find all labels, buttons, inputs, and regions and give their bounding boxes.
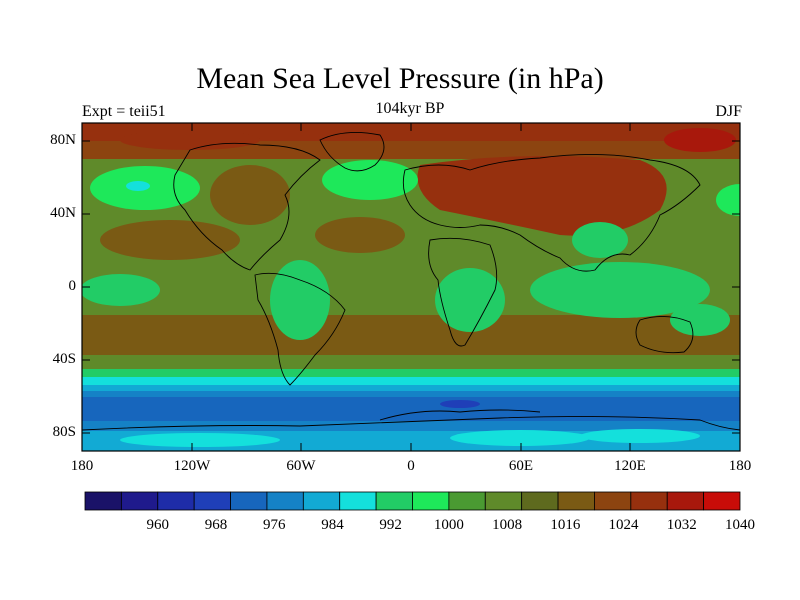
- map-title: Mean Sea Level Pressure (in hPa): [196, 62, 604, 95]
- lon-tick-label: 180: [70, 458, 94, 474]
- map-subtitle: 104kyr BP: [375, 100, 445, 117]
- colorbar-label: 1032: [666, 517, 697, 533]
- colorbar-label: 968: [204, 517, 228, 533]
- lon-tick-label: 60E: [508, 458, 534, 474]
- colorbar-label: 1000: [433, 517, 464, 533]
- lat-tick-label: 80N: [50, 132, 76, 148]
- colorbar-label: 960: [146, 517, 170, 533]
- experiment-label: Expt = teii51: [82, 103, 166, 120]
- pressure-field: [82, 123, 740, 451]
- coastlines: [82, 131, 740, 431]
- colorbar-swatch: [120, 491, 159, 511]
- colorbar-swatch: [630, 491, 668, 511]
- colorbar-swatch: [521, 491, 559, 511]
- colorbar-swatch: [703, 491, 741, 511]
- colorbar-swatch: [448, 491, 486, 511]
- colorbar-label: 984: [321, 517, 344, 533]
- colorbar-swatch: [302, 491, 341, 511]
- colorbar-swatch: [594, 491, 632, 511]
- colorbar-swatch: [484, 491, 523, 511]
- colorbar-swatch: [339, 491, 377, 511]
- colorbar-swatch: [557, 491, 595, 511]
- colorbar-label: 1024: [608, 517, 639, 533]
- colorbar-label: 992: [379, 517, 402, 533]
- lat-tick-label: 40S: [52, 351, 76, 367]
- colorbar-swatch: [266, 491, 304, 511]
- lon-tick-label: 120E: [614, 458, 646, 474]
- colorbar-swatch: [193, 491, 231, 511]
- lon-tick-label: 60W: [286, 458, 316, 474]
- colorbar: [84, 491, 741, 511]
- colorbar-label: 1008: [492, 517, 523, 533]
- colorbar-swatch: [230, 491, 268, 511]
- lat-tick-label: 40N: [50, 205, 76, 221]
- colorbar-label: 1040: [725, 517, 755, 533]
- colorbar-swatch: [375, 491, 413, 511]
- lon-tick-label: 120W: [173, 458, 211, 474]
- axis-ticks: [82, 123, 740, 451]
- colorbar-label: 976: [262, 517, 286, 533]
- lat-tick-label: 0: [68, 278, 77, 294]
- colorbar-swatch: [412, 491, 450, 511]
- season-label: DJF: [715, 103, 742, 120]
- colorbar-label: 1016: [550, 517, 581, 533]
- colorbar-swatch: [84, 491, 122, 511]
- lon-tick-label: 0: [407, 458, 415, 474]
- colorbar-swatch: [157, 491, 195, 511]
- colorbar-swatch: [666, 491, 705, 511]
- lat-tick-label: 80S: [52, 424, 76, 440]
- lon-tick-label: 180: [728, 458, 752, 474]
